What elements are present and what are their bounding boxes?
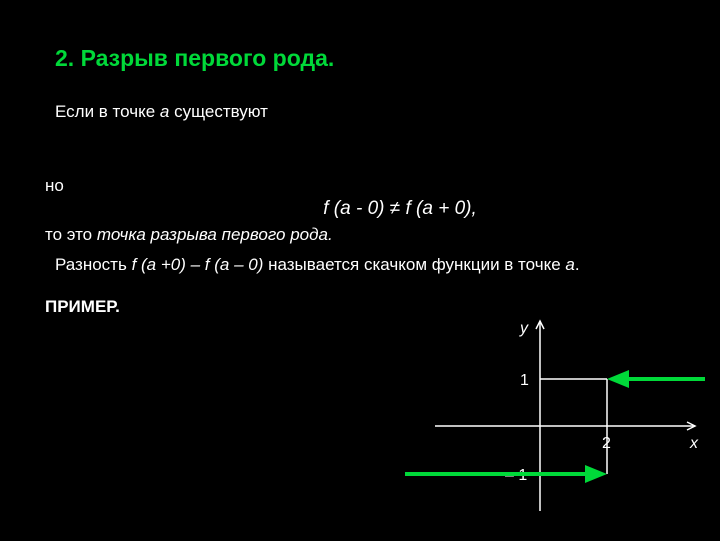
line-no: но	[45, 176, 665, 196]
line4-suffix: называется скачком функции в точке	[268, 255, 561, 274]
primer-label: ПРИМЕР.	[45, 297, 665, 317]
line4-period: .	[575, 255, 580, 274]
svg-text:x: x	[689, 435, 699, 452]
line-3: то это точка разрыва первого рода.	[45, 225, 665, 245]
primer-text: ПРИМЕР.	[45, 297, 120, 316]
line4-mid: f (a +0) – f (a – 0)	[132, 255, 264, 274]
line3-italic: точка разрыва первого рода.	[97, 225, 333, 244]
line1-prefix: Если в точке	[55, 102, 155, 121]
svg-text:y: y	[519, 320, 529, 337]
line4-var: a	[565, 255, 574, 274]
svg-text:1: 1	[520, 372, 529, 389]
line1-var: a	[160, 102, 169, 121]
line-4: Разность f (a +0) – f (a – 0) называется…	[55, 255, 665, 275]
line-1: Если в точке a существуют	[55, 102, 665, 122]
graph-svg: yx12– 1	[405, 316, 705, 536]
equation: f (a - 0) ≠ f (a + 0),	[135, 198, 665, 220]
graph-container: yx12– 1	[405, 316, 705, 536]
line3-prefix: то это	[45, 225, 92, 244]
slide-title: 2. Разрыв первого рода.	[55, 45, 665, 72]
line1-suffix: существуют	[174, 102, 268, 121]
line4-prefix: Разность	[55, 255, 127, 274]
